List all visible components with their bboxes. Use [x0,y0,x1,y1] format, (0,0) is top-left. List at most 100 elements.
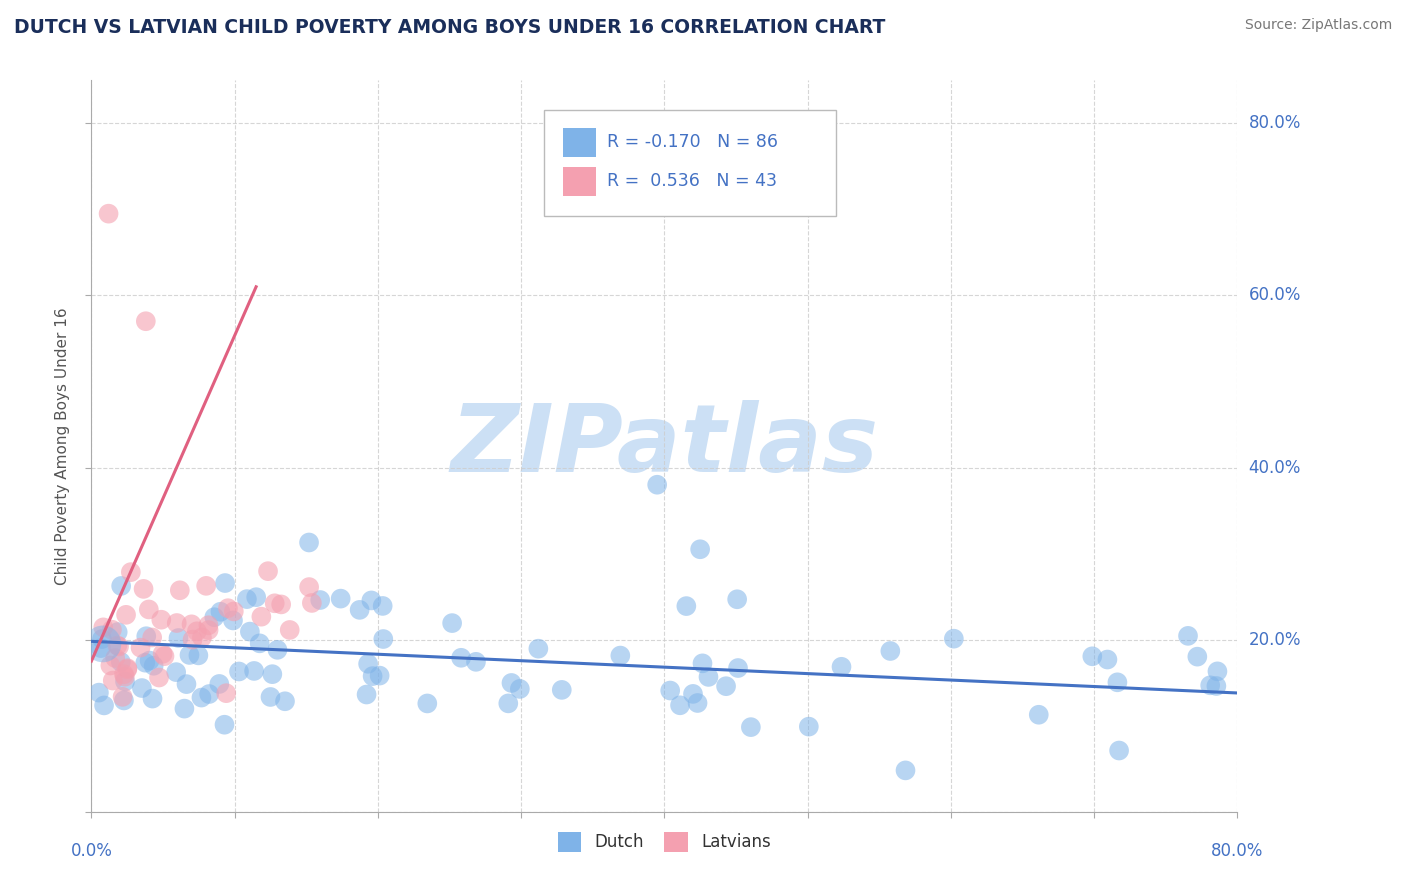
Point [150,613,173,627]
Point [114,670,136,684]
Point [104,651,127,665]
Point [114,674,136,689]
Point [97,207,120,221]
Text: 80.0%: 80.0% [1249,114,1301,132]
Point [217,601,239,615]
Point [1107,675,1129,690]
Point [132,582,155,596]
Point [645,477,668,491]
Point [105,639,128,653]
Point [740,720,762,734]
Point [257,564,280,578]
Point [179,648,201,662]
Point [250,609,273,624]
Point [112,667,135,681]
Point [659,683,682,698]
Point [214,717,236,731]
Point [266,643,288,657]
Text: Source: ZipAtlas.com: Source: ZipAtlas.com [1244,18,1392,32]
Point [879,644,901,658]
Point [1028,707,1050,722]
Point [551,682,574,697]
Point [101,673,124,688]
Bar [564,128,596,157]
Point [692,657,714,671]
Point [180,617,202,632]
Point [1081,649,1104,664]
Point [141,691,163,706]
Point [187,648,209,663]
Point [1205,679,1227,693]
Point [725,592,748,607]
Point [153,649,176,664]
Point [675,599,697,613]
Point [894,764,917,778]
Point [214,576,236,591]
Point [441,616,464,631]
Point [1187,649,1209,664]
Point [117,662,139,676]
Point [360,593,382,607]
Point [152,647,174,661]
Point [135,629,157,643]
Point [270,598,292,612]
Point [361,669,384,683]
Point [259,690,281,704]
Point [101,623,124,637]
Point [108,640,131,654]
Point [195,579,218,593]
Point [91,637,114,651]
Point [167,631,190,645]
Point [239,624,262,639]
Point [176,677,198,691]
Point [134,656,156,670]
Point [117,661,139,675]
Bar [564,167,596,196]
Point [198,687,221,701]
Point [110,579,132,593]
Point [689,542,711,557]
Text: 80.0%: 80.0% [1211,842,1264,860]
Point [263,596,285,610]
Point [609,648,631,663]
Point [1108,743,1130,757]
Point [208,677,231,691]
Point [298,535,321,549]
Point [138,602,160,616]
Text: 60.0%: 60.0% [1249,286,1301,304]
Point [90,641,112,656]
Point [1177,629,1199,643]
Point [112,693,135,707]
Y-axis label: Child Poverty Among Boys Under 16: Child Poverty Among Boys Under 16 [55,307,70,585]
Point [202,610,225,624]
Point [138,654,160,668]
Point [501,676,523,690]
Text: DUTCH VS LATVIAN CHILD POVERTY AMONG BOYS UNDER 16 CORRELATION CHART: DUTCH VS LATVIAN CHILD POVERTY AMONG BOY… [14,18,886,37]
Text: R = -0.170   N = 86: R = -0.170 N = 86 [607,134,778,152]
Point [416,697,439,711]
Point [129,640,152,655]
Point [131,681,153,695]
Point [1199,678,1222,692]
Point [186,624,208,639]
Point [1206,665,1229,679]
Point [190,690,212,705]
Point [222,614,245,628]
Point [110,655,132,669]
Point [191,631,214,645]
Point [371,599,394,613]
Point [135,314,157,328]
Point [697,670,720,684]
Point [115,607,138,622]
Point [236,592,259,607]
Point [450,650,472,665]
Point [249,636,271,650]
Point [215,686,238,700]
Point [148,671,170,685]
Point [797,720,820,734]
Point [1097,652,1119,666]
Point [356,688,378,702]
Point [831,660,853,674]
Point [509,681,531,696]
Point [107,625,129,640]
